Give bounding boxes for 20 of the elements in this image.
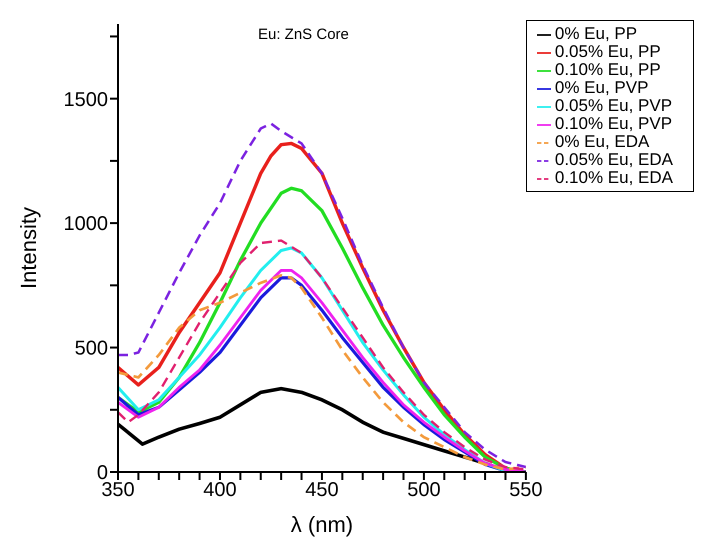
chart-title: Eu: ZnS Core [258, 26, 349, 43]
x-tick-label: 400 [203, 479, 237, 502]
x-axis-title: λ (nm) [290, 512, 354, 537]
y-tick-label: 500 [74, 338, 108, 360]
legend-label: 0.05% Eu, PP [554, 42, 661, 61]
y-axis-title: Intensity [16, 207, 41, 289]
legend-label: 0% Eu, PP [554, 24, 638, 43]
legend-label: 0.10% Eu, PP [554, 60, 661, 79]
legend-label: 0.10% Eu, PVP [554, 114, 672, 133]
legend-label: 0% Eu, PVP [554, 78, 648, 97]
x-tick-label: 350 [101, 479, 135, 502]
y-tick-label: 1000 [64, 213, 108, 236]
x-tick-label: 500 [407, 479, 441, 502]
legend-label: 0.05% Eu, PVP [554, 96, 672, 115]
x-tick-label: 450 [305, 479, 339, 502]
y-tick-label: 1500 [64, 88, 108, 111]
legend-label: 0.05% Eu, EDA [554, 150, 673, 169]
legend-label: 0.10% Eu, EDA [554, 168, 673, 187]
x-tick-label: 550 [509, 479, 543, 502]
legend-label: 0% Eu, EDA [554, 132, 650, 151]
